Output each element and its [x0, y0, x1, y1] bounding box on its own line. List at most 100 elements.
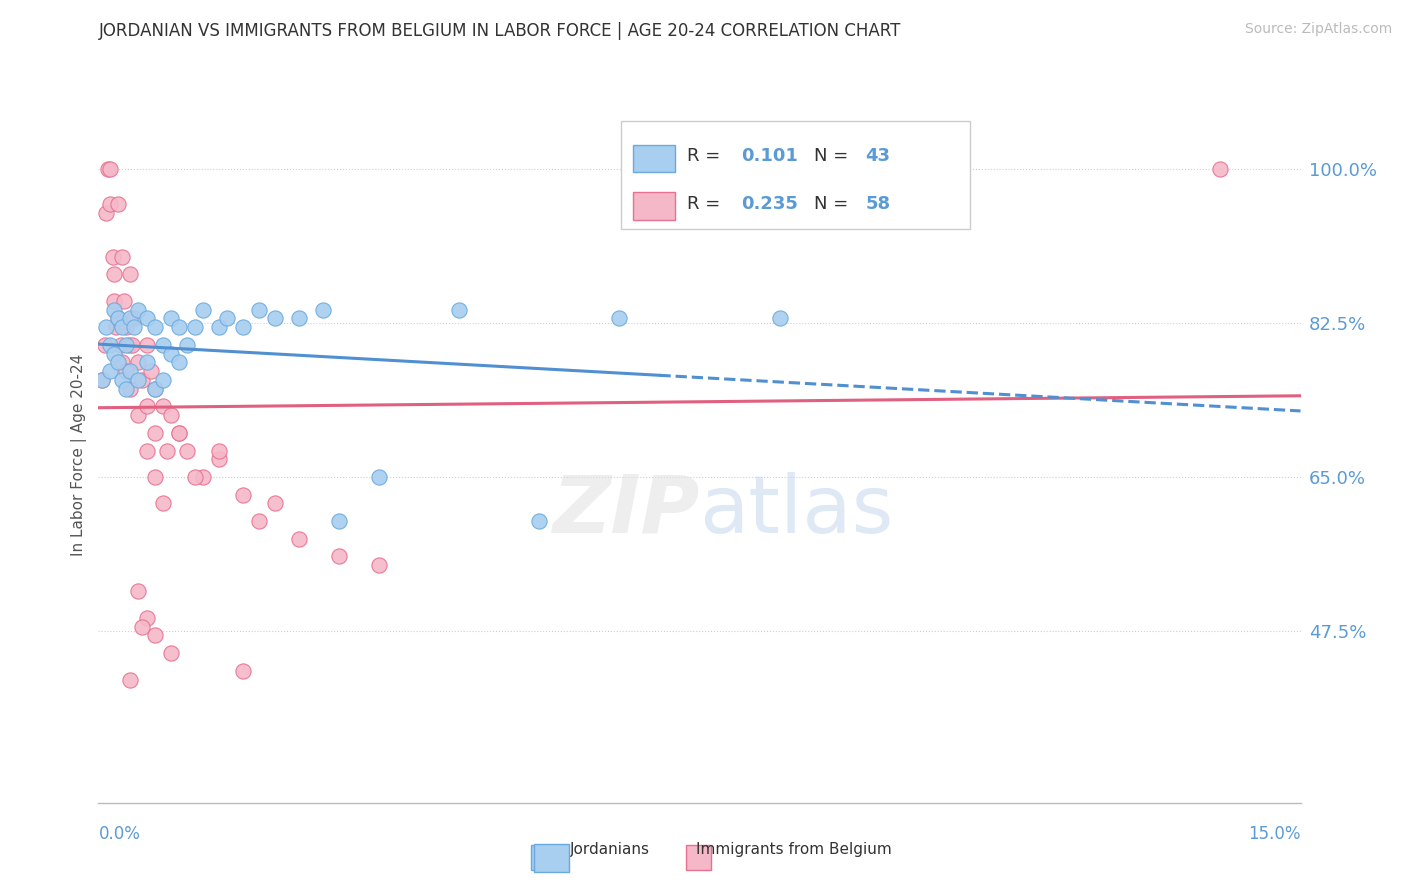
Point	[101, 250, 124, 264]
Point	[208, 443, 231, 458]
Point	[159, 409, 181, 423]
Point	[191, 470, 214, 484]
Point	[1209, 161, 1232, 176]
Point	[115, 364, 138, 378]
Point	[111, 355, 134, 369]
Point	[103, 346, 125, 360]
Point	[176, 338, 198, 352]
Text: 43: 43	[865, 147, 890, 165]
Point	[103, 302, 125, 317]
Point	[128, 584, 150, 599]
Point	[152, 373, 174, 387]
Point	[368, 470, 391, 484]
Point	[135, 443, 157, 458]
FancyBboxPatch shape	[633, 192, 675, 219]
Point	[215, 311, 238, 326]
Point	[100, 338, 122, 352]
Point	[115, 338, 138, 352]
Point	[287, 532, 309, 546]
Point	[447, 302, 470, 317]
Point	[111, 373, 134, 387]
Point	[128, 302, 150, 317]
Point	[232, 320, 254, 334]
Point	[111, 250, 134, 264]
Point	[191, 302, 214, 317]
Text: 58: 58	[865, 194, 890, 213]
Text: R =: R =	[688, 194, 727, 213]
Point	[111, 320, 134, 334]
Point	[124, 311, 146, 326]
Point	[107, 355, 129, 369]
Text: Immigrants from Belgium: Immigrants from Belgium	[696, 842, 891, 856]
Point	[312, 302, 335, 317]
Point	[128, 373, 150, 387]
Point	[103, 268, 125, 282]
Point	[143, 320, 166, 334]
Text: N =: N =	[814, 194, 853, 213]
Point	[91, 373, 114, 387]
Point	[287, 311, 309, 326]
Point	[208, 452, 231, 467]
Text: N =: N =	[814, 147, 853, 165]
Point	[110, 338, 132, 352]
FancyBboxPatch shape	[531, 845, 557, 870]
Point	[135, 338, 157, 352]
Point	[96, 320, 118, 334]
Point	[328, 514, 350, 528]
Point	[118, 338, 141, 352]
Point	[143, 628, 166, 642]
Point	[135, 611, 157, 625]
Point	[167, 320, 190, 334]
Point	[94, 338, 117, 352]
Point	[232, 487, 254, 501]
Point	[167, 425, 190, 440]
Text: 0.235: 0.235	[741, 194, 799, 213]
Point	[183, 470, 205, 484]
Point	[107, 197, 129, 211]
Point	[155, 443, 177, 458]
Point	[131, 620, 153, 634]
Point	[208, 320, 231, 334]
Text: Source: ZipAtlas.com: Source: ZipAtlas.com	[1244, 22, 1392, 37]
Text: 0.101: 0.101	[741, 147, 799, 165]
Point	[96, 205, 118, 219]
Text: 0.0%: 0.0%	[98, 825, 141, 843]
Point	[105, 320, 128, 334]
Point	[115, 382, 138, 396]
Point	[768, 311, 790, 326]
Point	[124, 320, 146, 334]
Point	[131, 373, 153, 387]
Y-axis label: In Labor Force | Age 20-24: In Labor Force | Age 20-24	[72, 354, 87, 556]
Point	[529, 514, 551, 528]
Point	[247, 514, 270, 528]
Text: ZIP: ZIP	[553, 472, 699, 549]
FancyBboxPatch shape	[686, 845, 711, 870]
Point	[107, 311, 129, 326]
Point	[103, 293, 125, 308]
Point	[143, 425, 166, 440]
Point	[159, 311, 181, 326]
Point	[100, 197, 122, 211]
Point	[247, 302, 270, 317]
Point	[91, 373, 114, 387]
Point	[121, 338, 143, 352]
Point	[120, 382, 142, 396]
Text: Jordanians: Jordanians	[569, 842, 650, 856]
Point	[120, 673, 142, 687]
Point	[120, 364, 142, 378]
Point	[135, 400, 157, 414]
Point	[100, 161, 122, 176]
Point	[263, 496, 285, 510]
Point	[120, 311, 142, 326]
Point	[135, 311, 157, 326]
Point	[143, 470, 166, 484]
Text: atlas: atlas	[699, 472, 894, 549]
Point	[183, 320, 205, 334]
FancyBboxPatch shape	[633, 145, 675, 172]
Point	[128, 355, 150, 369]
Point	[176, 443, 198, 458]
FancyBboxPatch shape	[621, 121, 970, 229]
Point	[143, 382, 166, 396]
Point	[609, 311, 631, 326]
Point	[167, 355, 190, 369]
